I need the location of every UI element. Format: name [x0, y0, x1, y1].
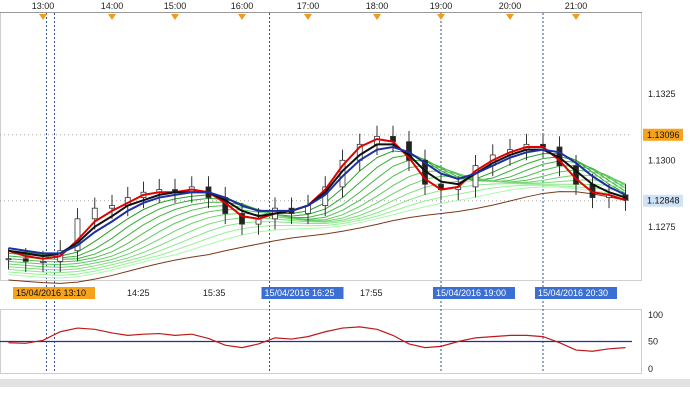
bottom-time-label: 15:35 [203, 288, 226, 298]
price-axis-label: 1.1275 [648, 222, 676, 232]
ma-ribbon-line [8, 184, 626, 276]
top-time-label: 15:00 [164, 1, 187, 11]
date-tag-text: 15/04/2016 20:30 [538, 288, 608, 298]
top-time-label: 13:00 [32, 1, 55, 11]
moving-average-mid-line [8, 143, 626, 258]
date-tag-text: 15/04/2016 13:10 [16, 288, 86, 298]
price-axis-label: 1.1325 [648, 89, 676, 99]
candle-body [5, 258, 12, 261]
candle-body [239, 213, 245, 225]
top-time-label: 16:00 [231, 1, 254, 11]
bottom-time-label: 17:55 [360, 288, 383, 298]
time-marker-icon[interactable] [39, 14, 47, 20]
candle-body [91, 207, 98, 220]
date-tag-text: 15/04/2016 19:00 [436, 288, 506, 298]
current-price-tag [643, 194, 683, 207]
current-price-tag-text: 1.13096 [647, 130, 680, 140]
top-time-label: 20:00 [499, 1, 522, 11]
slow-ribbon-line [8, 191, 626, 284]
time-marker-icon[interactable] [437, 14, 445, 20]
top-time-label: 17:00 [297, 1, 320, 11]
date-tag-text: 15/04/2016 16:25 [265, 288, 335, 298]
time-marker-icon[interactable] [373, 14, 381, 20]
ma-ribbon-line [8, 150, 626, 257]
current-price-tag [643, 128, 683, 141]
ma-ribbon-line [8, 169, 626, 266]
date-tag [433, 287, 515, 299]
top-time-label: 21:00 [565, 1, 588, 11]
moving-average-fast-line [8, 137, 626, 260]
candle-body [40, 260, 46, 263]
time-marker-icon[interactable] [572, 14, 580, 20]
candle-body [74, 218, 81, 252]
ma-ribbon-line [8, 159, 626, 260]
ma-ribbon-line [8, 164, 626, 263]
time-marker-icon[interactable] [506, 14, 514, 20]
moving-average-slow-line [8, 145, 626, 255]
oscillator-axis-label: 0 [648, 364, 653, 374]
candle-body [22, 258, 29, 262]
ma-ribbon-line [8, 183, 626, 274]
ma-ribbon-line [8, 179, 626, 271]
top-time-label: 18:00 [366, 1, 389, 11]
top-time-label: 19:00 [430, 1, 453, 11]
oscillator-axis-label: 100 [648, 310, 663, 320]
ma-ribbon-line [8, 154, 626, 259]
ma-ribbon-line [8, 174, 626, 268]
oscillator-axis-label: 50 [648, 337, 658, 347]
time-marker-icon[interactable] [304, 14, 312, 20]
current-price-tag-text: 1.12848 [647, 196, 680, 206]
time-marker-icon[interactable] [171, 14, 179, 20]
date-tag [261, 287, 344, 299]
time-marker-icon[interactable] [238, 14, 246, 20]
ma-ribbon-line [8, 186, 626, 279]
oscillator-line [8, 326, 626, 352]
date-tag [13, 287, 95, 299]
top-time-label: 14:00 [101, 1, 124, 11]
candle-body [109, 205, 115, 209]
time-marker-icon[interactable] [108, 14, 116, 20]
price-axis-label: 1.1300 [648, 155, 676, 165]
date-tag [535, 287, 617, 299]
bottom-time-label: 14:25 [127, 288, 150, 298]
